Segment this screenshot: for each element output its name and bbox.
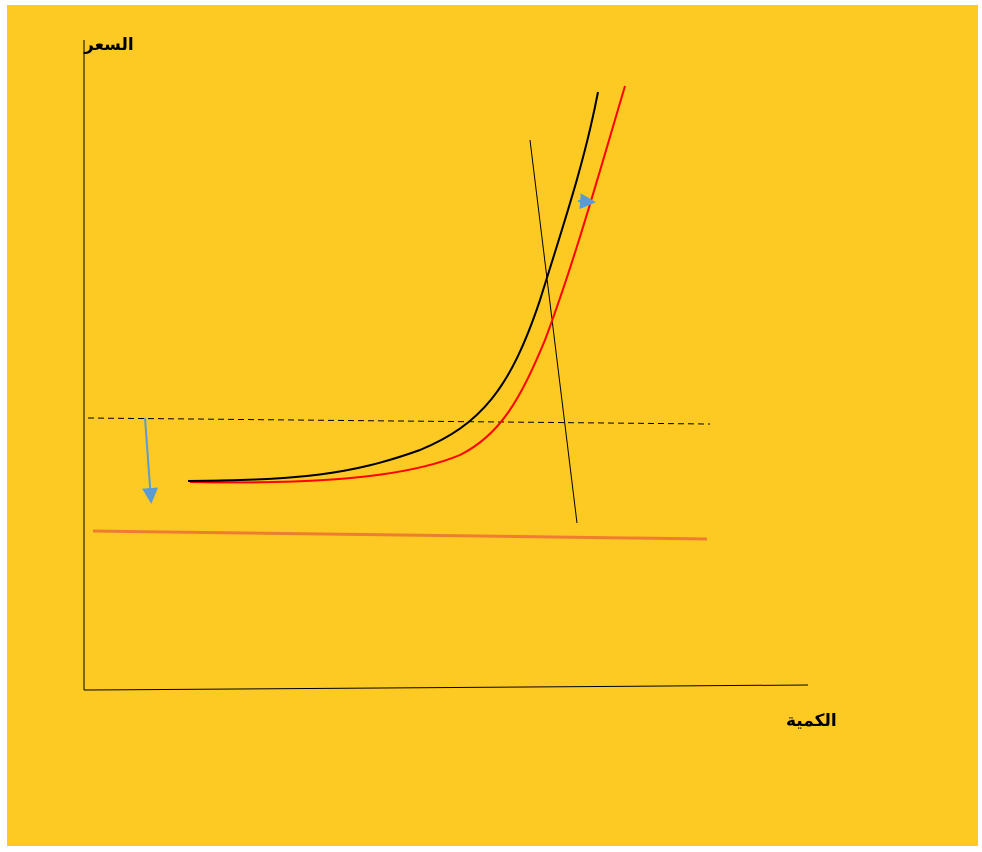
price-line bbox=[87, 417, 711, 425]
x-axis bbox=[83, 684, 809, 691]
demand-line bbox=[529, 139, 578, 524]
background bbox=[7, 5, 978, 846]
x-axis-label: الكمية bbox=[786, 711, 837, 731]
y-axis-label: السعر bbox=[83, 35, 134, 55]
shift-arrow bbox=[577, 193, 596, 210]
new-price-line bbox=[92, 529, 708, 541]
price-drop-arrow bbox=[142, 417, 159, 504]
supply-curve bbox=[187, 91, 599, 482]
